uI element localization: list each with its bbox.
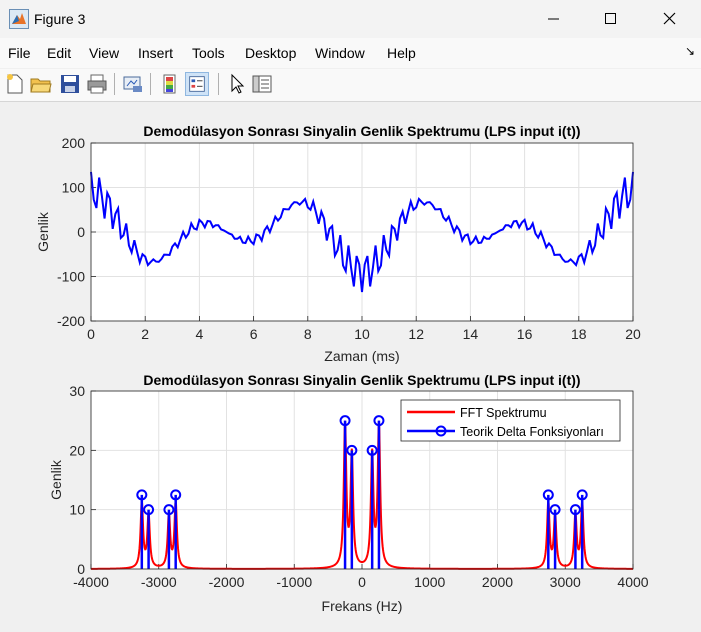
tick-label-x: 3000 (550, 574, 581, 590)
tick-label-y: 10 (69, 502, 85, 518)
plot2-ylabel: Genlik (48, 459, 64, 500)
dock-arrow-icon[interactable]: ↘ (684, 44, 695, 58)
link-plot-icon[interactable] (121, 72, 145, 96)
delta-marker (373, 415, 385, 427)
plot1-frame (90, 142, 634, 322)
tick-label-y: 30 (69, 383, 85, 399)
menu-bar: File Edit View Insert Tools Desktop Wind… (0, 38, 701, 68)
insert-legend-icon[interactable] (185, 72, 209, 96)
menu-help[interactable]: Help (387, 45, 416, 61)
plot2-title: Demodülasyon Sonrası Sinyalin Genlik Spe… (143, 372, 580, 388)
menu-insert[interactable]: Insert (138, 45, 174, 61)
close-button[interactable] (646, 0, 692, 38)
tick-label-x: 14 (463, 326, 479, 342)
delta-marker (569, 504, 581, 516)
plot2-xlabel: Frekans (Hz) (322, 598, 403, 614)
tick-label-y: -100 (57, 269, 85, 285)
tick-label-x: 6 (250, 326, 258, 342)
menu-view[interactable]: View (89, 45, 120, 61)
tick-label-x: -2000 (209, 574, 245, 590)
plot1-ticks: 0 2 4 6 8 10 12 14 16 18 20 -200 -100 0 100 200 (57, 135, 641, 342)
save-icon[interactable] (58, 72, 82, 96)
tick-label-x: 18 (571, 326, 587, 342)
tick-label-y: 0 (77, 561, 85, 577)
tick-label-x: 20 (625, 326, 641, 342)
tick-label-y: -200 (57, 313, 85, 329)
minimize-button[interactable] (531, 0, 577, 38)
delta-marker (346, 444, 358, 456)
delta-marker (576, 489, 588, 501)
insert-colorbar-icon[interactable] (158, 72, 182, 96)
axes-frequency[interactable]: Demodülasyon Sonrası Sinyalin Genlik Spe… (48, 372, 649, 614)
tick-label-x: -1000 (276, 574, 312, 590)
menu-file[interactable]: File (8, 45, 31, 61)
delta-marker (143, 504, 155, 516)
new-figure-icon[interactable] (3, 72, 27, 96)
toolbar-separator (150, 73, 151, 95)
tick-label-y: 0 (77, 224, 85, 240)
toolbar-separator (114, 73, 115, 95)
open-file-icon[interactable] (29, 72, 53, 96)
figure-canvas: Demodülasyon Sonrası Sinyalin Genlik Spe… (0, 102, 701, 627)
delta-stems (136, 415, 588, 569)
legend-delta-label: Teorik Delta Fonksiyonları (460, 425, 604, 439)
plot1-xlabel: Zaman (ms) (324, 348, 399, 364)
tick-label-y: 100 (62, 180, 86, 196)
tick-label-x: 12 (408, 326, 424, 342)
tick-label-x: 4000 (617, 574, 648, 590)
pointer-icon[interactable] (225, 72, 249, 96)
tick-label-x: 2 (141, 326, 149, 342)
window-title: Figure 3 (34, 11, 86, 27)
menu-tools[interactable]: Tools (192, 45, 225, 61)
fft-spectrum-line (91, 420, 633, 570)
time-signal-line (90, 171, 634, 293)
legend-delta-marker (435, 425, 447, 437)
property-inspector-icon[interactable] (250, 72, 274, 96)
menu-edit[interactable]: Edit (47, 45, 72, 61)
delta-marker (549, 504, 561, 516)
delta-marker (136, 489, 148, 501)
axes-time[interactable]: Demodülasyon Sonrası Sinyalin Genlik Spe… (35, 123, 641, 364)
plot2-frame (90, 390, 634, 570)
figure-svg: Demodülasyon Sonrası Sinyalin Genlik Spe… (35, 123, 649, 614)
tick-label-x: 1000 (414, 574, 445, 590)
title-bar: Figure 3 (0, 0, 701, 38)
menu-window[interactable]: Window (315, 45, 365, 61)
menu-desktop[interactable]: Desktop (245, 45, 297, 61)
delta-marker (163, 504, 175, 516)
tick-label-x: 8 (304, 326, 312, 342)
maximize-button[interactable] (588, 0, 634, 38)
tick-label-y: 200 (62, 135, 86, 151)
plot1-ylabel: Genlik (35, 211, 51, 252)
toolbar-separator (218, 73, 219, 95)
tick-label-y: 20 (69, 442, 85, 458)
tick-label-x: -4000 (73, 574, 109, 590)
delta-marker (366, 444, 378, 456)
matlab-icon (9, 9, 29, 29)
tick-label-x: 16 (517, 326, 533, 342)
delta-marker (170, 489, 182, 501)
delta-marker (339, 415, 351, 427)
plot2-ticks: -4000 -3000 -2000 -1000 0 1000 2000 3000 4000 0 10… (69, 383, 648, 590)
tick-label-x: -3000 (141, 574, 177, 590)
tick-label-x: 4 (196, 326, 204, 342)
tick-label-x: 0 (358, 574, 366, 590)
toolbar (0, 69, 701, 102)
tick-label-x: 0 (87, 326, 95, 342)
print-icon[interactable] (85, 72, 109, 96)
legend-fft-label: FFT Spektrumu (460, 406, 547, 420)
legend[interactable]: FFT Spektrumu Teorik Delta Fonksiyonları (400, 399, 621, 442)
tick-label-x: 10 (354, 326, 370, 342)
plot1-title: Demodülasyon Sonrası Sinyalin Genlik Spe… (143, 123, 580, 139)
tick-label-x: 2000 (482, 574, 513, 590)
delta-marker (542, 489, 554, 501)
